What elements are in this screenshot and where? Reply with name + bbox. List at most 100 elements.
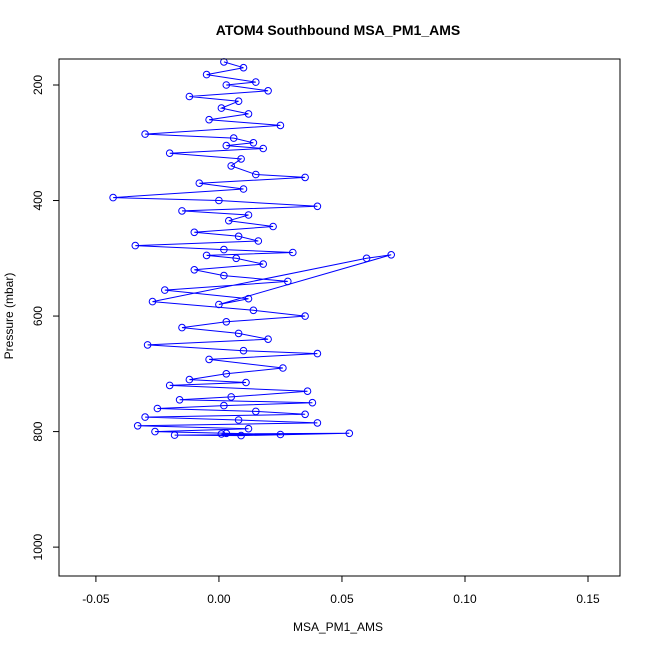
data-point — [242, 378, 250, 387]
data-point — [195, 179, 204, 187]
data-point — [249, 306, 258, 315]
data-point — [131, 241, 140, 250]
data-point — [190, 266, 199, 274]
data-point — [244, 294, 253, 303]
x-axis: -0.05 0.00 0.05 0.10 0.15 — [82, 575, 600, 606]
data-point — [225, 216, 233, 225]
x-tick-label: 0.05 — [330, 592, 354, 606]
data-point — [237, 431, 245, 440]
data-point — [141, 413, 149, 421]
y-tick-label: 600 — [31, 306, 45, 326]
data-point — [215, 300, 223, 309]
data-point — [301, 173, 309, 182]
data-point — [244, 110, 253, 118]
x-tick-label: 0.10 — [453, 592, 477, 606]
data-point — [269, 222, 277, 231]
data-point — [205, 355, 213, 364]
data-point — [237, 155, 245, 163]
y-tick-label: 200 — [31, 75, 45, 95]
x-axis-label: MSA_PM1_AMS — [293, 620, 383, 634]
data-point — [254, 237, 263, 245]
data-point — [313, 419, 322, 427]
data-point — [185, 92, 194, 101]
data-point — [284, 277, 292, 286]
data-point — [133, 422, 142, 430]
data-point — [109, 193, 117, 202]
y-tick-label: 400 — [31, 190, 45, 210]
data-point — [234, 329, 243, 338]
data-point — [220, 401, 228, 410]
y-axis: 200 400 600 800 1000 — [31, 75, 60, 560]
data-point — [313, 202, 322, 211]
data-point — [239, 346, 248, 355]
data-point — [301, 410, 309, 419]
data-point — [279, 364, 287, 372]
data-point — [151, 427, 159, 436]
data-point — [234, 97, 243, 105]
data-point — [161, 286, 169, 294]
data-point — [239, 63, 248, 72]
data-point — [143, 341, 152, 349]
data-point — [264, 87, 272, 95]
data-point — [276, 430, 285, 439]
data-point — [222, 370, 231, 378]
data-point — [289, 248, 297, 257]
data-point — [222, 429, 231, 438]
x-tick-label: 0.00 — [207, 592, 231, 606]
data-point — [244, 211, 253, 219]
data-point — [222, 81, 231, 89]
data-point — [222, 141, 231, 150]
data-point — [259, 260, 268, 268]
data-point — [234, 232, 243, 241]
y-tick-label: 800 — [31, 421, 45, 441]
data-point — [220, 271, 228, 280]
data-point — [239, 185, 248, 193]
data-point — [217, 104, 226, 112]
data-point — [313, 349, 322, 358]
series-layer — [109, 58, 396, 440]
data-point — [387, 251, 396, 259]
data-point — [303, 387, 312, 396]
data-point — [264, 335, 272, 344]
data-point — [178, 207, 186, 215]
data-point — [362, 254, 371, 263]
data-point — [244, 424, 253, 433]
data-point — [301, 312, 309, 320]
data-point — [215, 196, 223, 205]
data-point — [165, 149, 174, 157]
data-point — [202, 251, 211, 260]
data-point — [175, 396, 184, 404]
data-point — [252, 78, 260, 86]
data-point — [205, 115, 213, 124]
data-point — [165, 381, 174, 390]
data-point — [234, 416, 243, 424]
chart-title: ATOM4 Southbound MSA_PM1_AMS — [216, 22, 460, 38]
data-point — [276, 121, 285, 130]
data-point — [259, 144, 268, 153]
y-tick-label: 1000 — [31, 533, 45, 560]
data-point — [153, 404, 162, 413]
y-axis-label: Pressure (mbar) — [2, 273, 16, 360]
data-point — [202, 70, 211, 79]
data-point — [217, 430, 226, 438]
data-point — [141, 130, 149, 138]
data-point — [227, 162, 235, 170]
data-point — [232, 254, 240, 263]
series-line — [113, 61, 392, 437]
data-point — [220, 245, 228, 254]
data-point — [170, 431, 179, 439]
data-point — [222, 318, 231, 326]
data-point — [185, 375, 194, 384]
x-tick-label: 0.15 — [576, 592, 600, 606]
data-point — [308, 398, 317, 407]
data-point — [229, 134, 238, 142]
data-point — [252, 170, 260, 179]
data-point — [190, 228, 199, 237]
data-point — [249, 139, 258, 147]
data-point — [345, 429, 354, 438]
x-tick-label: -0.05 — [82, 592, 110, 606]
data-point — [148, 297, 157, 306]
data-point — [178, 323, 186, 332]
data-point — [227, 393, 235, 401]
